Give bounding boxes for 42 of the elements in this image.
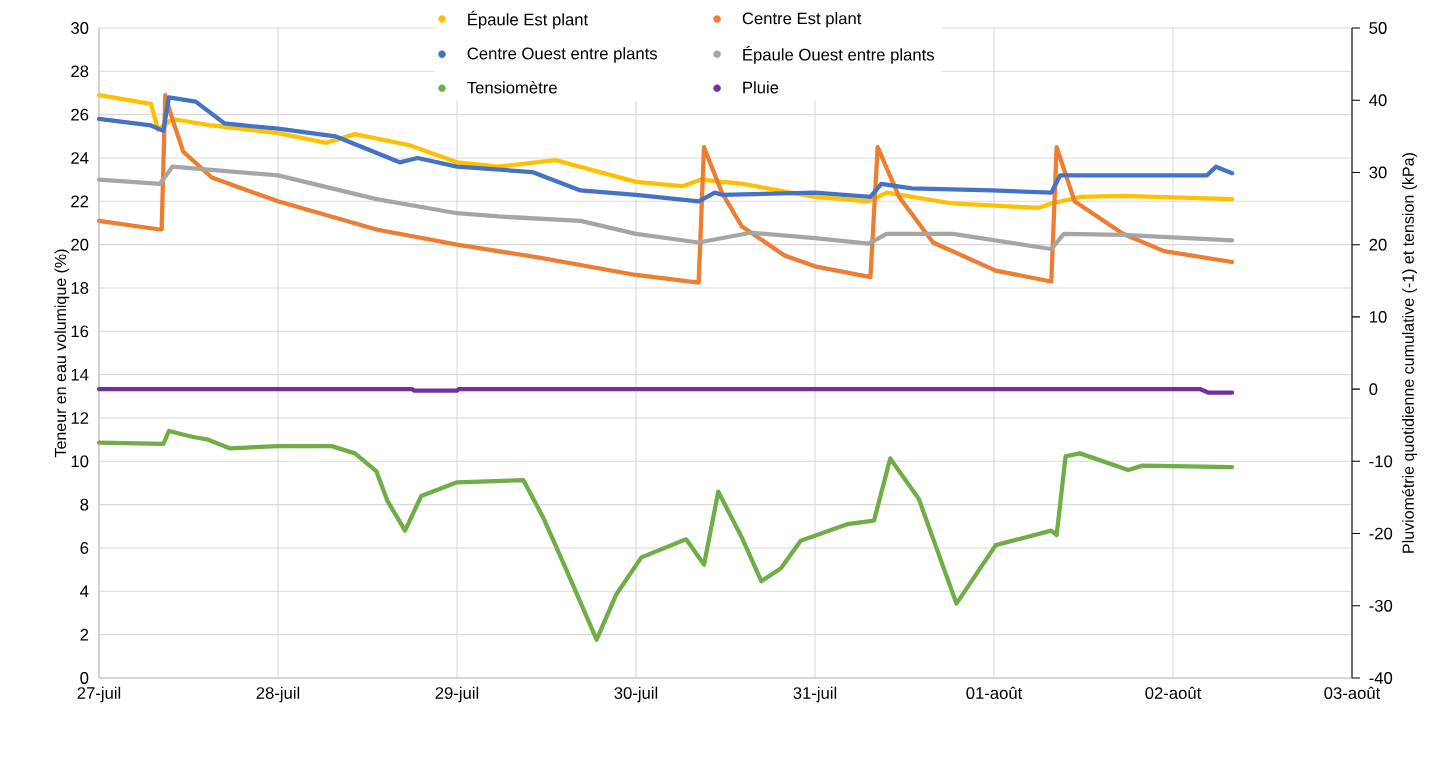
y-tick-label: 18 bbox=[71, 282, 89, 294]
y-tick-label: 24 bbox=[71, 152, 89, 164]
y2-axis-title: Pluviométrie quotidienne cumulative (-1) et tension (kPa) bbox=[1401, 153, 1418, 553]
y-tick-label: 6 bbox=[80, 542, 89, 554]
legend-label: Tensiomètre bbox=[467, 81, 557, 94]
y2-tick-label: 30 bbox=[1369, 166, 1387, 179]
x-tick-label: 30-juil bbox=[614, 686, 658, 703]
y-tick-label: 8 bbox=[80, 498, 89, 511]
y-axis-title: Teneur en eau volumique (%) bbox=[54, 249, 70, 458]
y-tick-label: 2 bbox=[80, 628, 89, 641]
y-tick-label: 22 bbox=[71, 195, 89, 208]
y2-tick-label: 40 bbox=[1369, 94, 1387, 107]
x-tick-label: 03-août bbox=[1324, 686, 1381, 699]
y-tick-label: 26 bbox=[71, 108, 89, 121]
y-tick-label: 12 bbox=[71, 412, 89, 424]
y2-tick-label: 0 bbox=[1369, 383, 1378, 396]
legend-label: Centre Ouest entre plants bbox=[467, 47, 658, 63]
x-tick-label: 01-août bbox=[966, 686, 1023, 699]
y2-tick-label: -40 bbox=[1369, 672, 1393, 684]
y2-tick-label: -20 bbox=[1369, 527, 1393, 540]
legend-label: Épaule Ouest entre plants bbox=[743, 45, 934, 64]
x-tick-label: 31-juil bbox=[793, 686, 837, 703]
y2-tick-label: 10 bbox=[1369, 310, 1387, 323]
y-tick-label: 10 bbox=[71, 455, 89, 468]
y-tick-label: 0 bbox=[80, 672, 89, 684]
legend-label: Centre Est plant bbox=[742, 12, 862, 28]
y-tick-label: 14 bbox=[71, 368, 89, 381]
legend-label: Épaule Est plant bbox=[468, 10, 589, 29]
y-tick-label: 4 bbox=[80, 585, 89, 598]
x-tick-label: 29-juil bbox=[435, 686, 479, 703]
y-tick-label: 30 bbox=[71, 22, 89, 34]
y2-tick-label: 20 bbox=[1369, 238, 1387, 251]
y2-tick-label: -30 bbox=[1369, 599, 1393, 612]
legend-label: Pluie bbox=[743, 81, 779, 94]
y2-tick-label: -10 bbox=[1369, 455, 1393, 468]
y-tick-label: 28 bbox=[71, 65, 89, 78]
y2-tick-label: 50 bbox=[1369, 22, 1387, 34]
x-tick-label: 28-juil bbox=[256, 686, 300, 703]
y-tick-label: 16 bbox=[71, 325, 89, 338]
x-tick-label: 27-juil bbox=[77, 686, 121, 703]
y-tick-label: 20 bbox=[71, 238, 89, 251]
x-tick-label: 02-août bbox=[1145, 686, 1202, 699]
